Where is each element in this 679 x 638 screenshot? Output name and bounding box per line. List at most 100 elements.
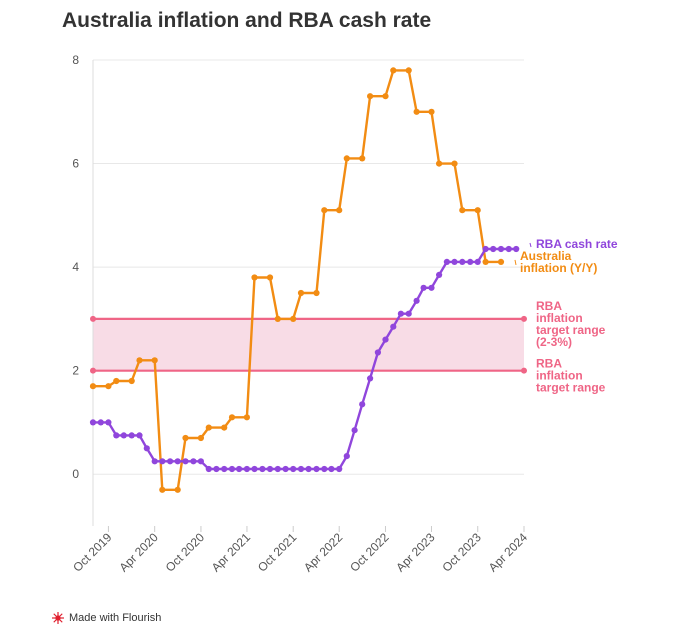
target-upper-label: RBA inflation target range (2-3%) — [536, 299, 606, 349]
cash-rate-point — [367, 375, 374, 382]
cash-rate-point — [336, 465, 343, 473]
inflation-point — [297, 289, 305, 297]
cash-rate-point — [274, 465, 281, 473]
inflation-point — [105, 383, 112, 390]
inflation-point — [336, 207, 343, 214]
cash-rate-point — [297, 465, 305, 473]
x-tick-label: Apr 2023 — [393, 530, 438, 575]
cash-rate-point — [343, 453, 350, 460]
cash-rate-point — [513, 245, 520, 253]
cash-rate-point — [174, 458, 181, 465]
target-band-fill — [93, 318, 524, 371]
cash-rate-point — [451, 258, 458, 265]
cash-rate-point — [420, 284, 427, 291]
cash-rate-point — [397, 310, 404, 317]
cash-rate-point — [359, 401, 366, 408]
chart-title: Australia inflation and RBA cash rate — [62, 9, 432, 32]
cash-rate-point — [459, 258, 466, 265]
cash-rate-point — [474, 258, 481, 265]
cash-rate-point — [405, 310, 412, 317]
cash-rate-point — [105, 419, 112, 426]
cash-rate-point — [443, 258, 450, 265]
inflation-point — [413, 108, 420, 115]
cash-rate-point — [482, 245, 489, 253]
x-tick-label: Oct 2023 — [440, 530, 485, 575]
x-tick-label: Apr 2024 — [486, 530, 531, 575]
inflation-point — [89, 383, 97, 390]
inflation-point — [174, 486, 181, 493]
cash-rate-point — [143, 445, 150, 452]
x-tick-label: Oct 2021 — [255, 530, 300, 575]
cash-rate-point — [321, 465, 328, 473]
y-tick-label: 2 — [72, 364, 79, 378]
inflation-point — [367, 93, 374, 100]
cash-rate-point — [374, 349, 381, 356]
inflation-point — [405, 67, 412, 74]
inflation-point — [497, 258, 505, 265]
x-tick-label: Apr 2021 — [209, 530, 254, 575]
cash-rate-point — [490, 245, 497, 253]
cash-rate-point — [182, 458, 189, 465]
reference-line-end-point — [521, 315, 527, 322]
inflation-point — [243, 414, 250, 421]
inflation-point — [482, 258, 489, 265]
reference-line-end-point — [521, 367, 527, 374]
y-tick-label: 6 — [72, 157, 79, 171]
x-tick-label: Apr 2022 — [301, 530, 346, 575]
cash-rate-point — [505, 245, 512, 253]
cash-rate-point — [428, 284, 435, 291]
cash-rate-point — [413, 297, 420, 304]
inflation-point — [313, 289, 320, 297]
flourish-credit-text: Made with Flourish — [69, 612, 162, 624]
cash-rate-point — [497, 245, 505, 253]
cash-rate-point — [190, 458, 197, 465]
y-tick-label: 8 — [72, 53, 79, 67]
inflation-point — [451, 160, 458, 167]
target-band — [93, 318, 524, 371]
cash-rate-point — [328, 465, 335, 473]
cash-rate-point — [236, 465, 243, 473]
cash-rate-point — [151, 458, 158, 465]
cash-rate-point — [213, 465, 220, 473]
inflation-point — [343, 155, 350, 162]
inflation-point — [321, 207, 328, 214]
cash-rate-point — [221, 465, 228, 473]
cash-rate-point — [290, 465, 297, 473]
inflation-point — [136, 357, 143, 364]
inflation-label: Australia inflation (Y/Y) — [520, 249, 597, 275]
inflation-point — [159, 486, 166, 493]
reference-line-start-point — [90, 315, 96, 322]
cash-rate-point — [136, 432, 143, 439]
cash-rate-point — [313, 465, 320, 473]
cash-rate-point — [390, 323, 397, 330]
x-tick-label: Apr 2020 — [116, 530, 161, 575]
inflation-point — [436, 160, 443, 167]
inflation-point — [182, 434, 189, 442]
cash-rate-label-connector — [529, 242, 532, 248]
cash-rate-point — [382, 336, 389, 343]
cash-rate-point — [197, 458, 204, 465]
inflation-point — [290, 315, 297, 322]
inflation-point — [382, 93, 389, 100]
series-lines — [89, 67, 527, 493]
inflation-point — [274, 315, 281, 322]
cash-rate-point — [259, 465, 266, 473]
y-tick-label: 0 — [72, 467, 79, 481]
cash-rate-point — [159, 458, 166, 465]
inflation-point — [459, 207, 466, 214]
cash-rate-point — [351, 427, 358, 434]
cash-rate-point — [251, 465, 258, 473]
inflation-point — [251, 274, 258, 281]
inflation-point — [221, 424, 228, 431]
inflation-point — [228, 414, 236, 421]
cash-rate-label: RBA cash rate — [536, 237, 618, 251]
reference-line-start-point — [90, 367, 96, 374]
flourish-credit[interactable]: Made with Flourish — [52, 612, 161, 624]
cash-rate-point — [167, 458, 174, 465]
cash-rate-point — [436, 271, 443, 278]
cash-rate-point — [282, 465, 289, 473]
inflation-point — [428, 108, 435, 115]
cash-rate-point — [467, 258, 474, 265]
